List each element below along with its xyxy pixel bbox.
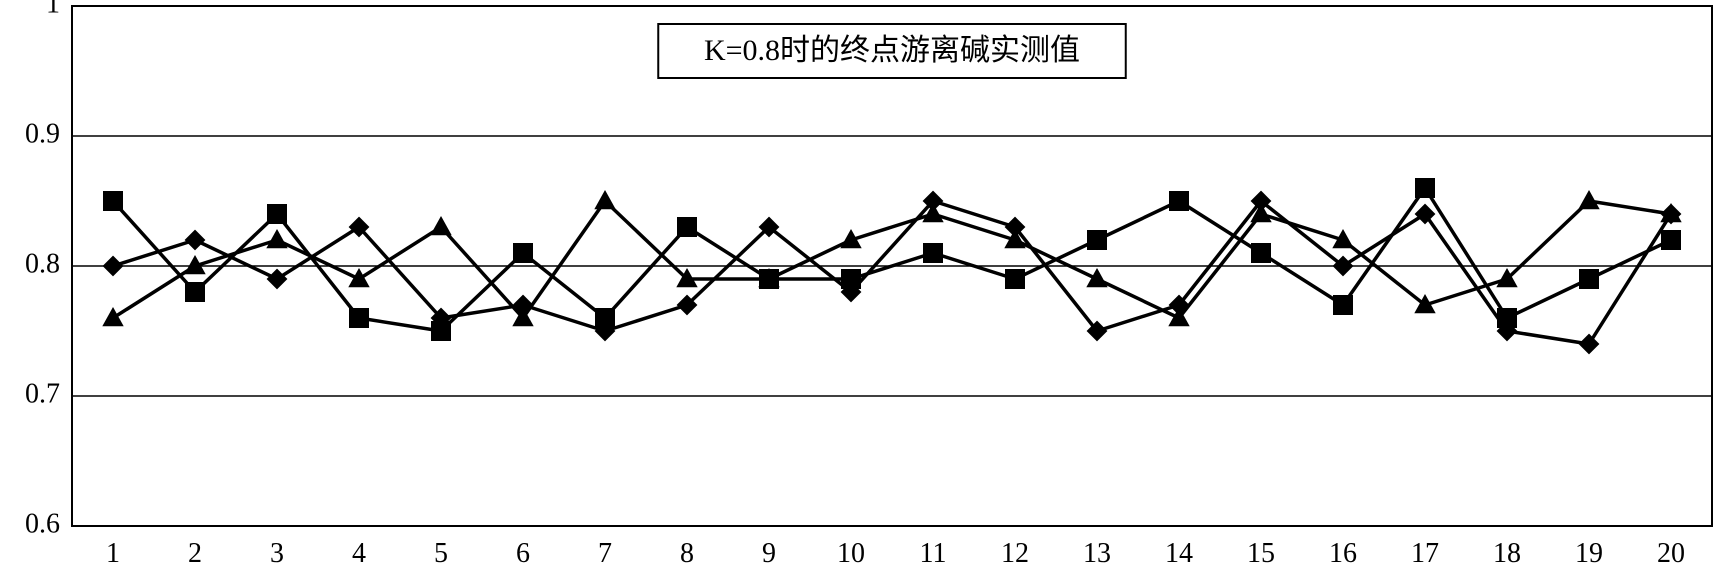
x-tick-label: 11 bbox=[920, 538, 947, 569]
square-series-marker bbox=[596, 309, 614, 327]
x-tick-label: 18 bbox=[1493, 538, 1521, 569]
line-chart: 0.60.70.80.91123456789101112131415161718… bbox=[0, 0, 1720, 576]
x-tick-label: 17 bbox=[1411, 538, 1439, 569]
square-series-marker bbox=[514, 244, 532, 262]
x-tick-label: 10 bbox=[837, 538, 865, 569]
square-series-marker bbox=[1580, 270, 1598, 288]
x-tick-label: 14 bbox=[1165, 538, 1193, 569]
x-tick-label: 2 bbox=[188, 538, 202, 569]
square-series-marker bbox=[268, 205, 286, 223]
square-series-marker bbox=[1498, 309, 1516, 327]
x-tick-label: 20 bbox=[1657, 538, 1685, 569]
square-series-marker bbox=[1334, 296, 1352, 314]
y-tick-label: 0.6 bbox=[25, 508, 60, 539]
y-tick-label: 0.9 bbox=[25, 118, 60, 149]
x-tick-label: 3 bbox=[270, 538, 284, 569]
square-series-marker bbox=[186, 283, 204, 301]
square-series-marker bbox=[432, 322, 450, 340]
square-series-marker bbox=[924, 244, 942, 262]
x-tick-label: 12 bbox=[1001, 538, 1029, 569]
square-series-marker bbox=[1662, 231, 1680, 249]
x-tick-label: 15 bbox=[1247, 538, 1275, 569]
x-tick-label: 16 bbox=[1329, 538, 1357, 569]
y-tick-label: 0.7 bbox=[25, 378, 60, 409]
square-series-marker bbox=[1088, 231, 1106, 249]
square-series-marker bbox=[1252, 244, 1270, 262]
square-series-marker bbox=[350, 309, 368, 327]
x-tick-label: 8 bbox=[680, 538, 694, 569]
square-series-marker bbox=[1006, 270, 1024, 288]
x-tick-label: 19 bbox=[1575, 538, 1603, 569]
chart-title: K=0.8时的终点游离碱实测值 bbox=[704, 34, 1080, 67]
square-series-marker bbox=[842, 270, 860, 288]
square-series-marker bbox=[1416, 179, 1434, 197]
x-tick-label: 1 bbox=[106, 538, 120, 569]
square-series-marker bbox=[1170, 192, 1188, 210]
x-tick-label: 5 bbox=[434, 538, 448, 569]
x-tick-label: 13 bbox=[1083, 538, 1111, 569]
x-tick-label: 9 bbox=[762, 538, 776, 569]
square-series-marker bbox=[678, 218, 696, 236]
x-tick-label: 6 bbox=[516, 538, 530, 569]
x-tick-label: 7 bbox=[598, 538, 612, 569]
y-tick-label: 1 bbox=[46, 0, 60, 19]
x-tick-label: 4 bbox=[352, 538, 366, 569]
square-series-marker bbox=[104, 192, 122, 210]
chart-container: 0.60.70.80.91123456789101112131415161718… bbox=[0, 0, 1720, 576]
y-tick-label: 0.8 bbox=[25, 248, 60, 279]
